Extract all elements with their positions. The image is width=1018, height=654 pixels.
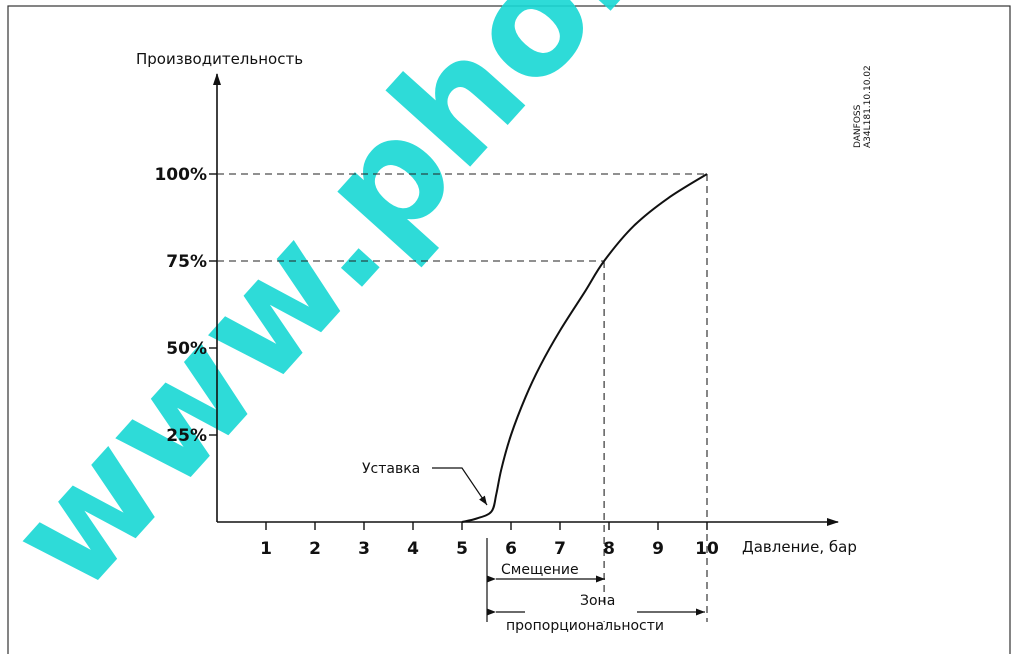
series-curve bbox=[461, 173, 708, 523]
offset-label: Смещение bbox=[501, 562, 579, 578]
x-ticks: 1 2 3 4 5 6 7 8 9 10 bbox=[260, 522, 719, 559]
x-tick-label: 6 bbox=[505, 539, 517, 559]
doc-code-line1: DANFOSS bbox=[853, 104, 863, 148]
x-tick-label: 9 bbox=[652, 539, 664, 559]
y-tick-label: 75% bbox=[166, 252, 207, 272]
y-tick-label: 100% bbox=[154, 165, 207, 185]
y-tick-label: 50% bbox=[166, 339, 207, 359]
figure-frame bbox=[7, 5, 1011, 654]
x-tick-label: 10 bbox=[695, 539, 719, 559]
doc-code-line2: A34L181.10.10.02 bbox=[863, 65, 873, 148]
band-label-line1: Зона bbox=[580, 593, 615, 609]
reference-lines bbox=[217, 173, 708, 622]
x-axis-title: Давление, бар bbox=[742, 538, 857, 556]
offset-label-bg bbox=[498, 560, 580, 578]
y-tick-label: 25% bbox=[166, 426, 207, 446]
x-tick-label: 8 bbox=[603, 539, 615, 559]
band-label-line2: пропорциональности bbox=[506, 618, 664, 634]
x-tick-label: 4 bbox=[407, 539, 419, 559]
setpoint-label: Уставка bbox=[362, 461, 420, 477]
band-label-bg bbox=[525, 603, 637, 621]
x-tick-label: 5 bbox=[456, 539, 468, 559]
x-tick-label: 1 bbox=[260, 539, 272, 559]
x-tick-label: 7 bbox=[554, 539, 566, 559]
x-tick-label: 2 bbox=[309, 539, 321, 559]
x-tick-label: 3 bbox=[358, 539, 370, 559]
setpoint-leader bbox=[432, 467, 488, 506]
y-axis-title: Производительность bbox=[136, 50, 303, 68]
y-ticks: 25% 50% 75% 100% bbox=[154, 165, 217, 446]
